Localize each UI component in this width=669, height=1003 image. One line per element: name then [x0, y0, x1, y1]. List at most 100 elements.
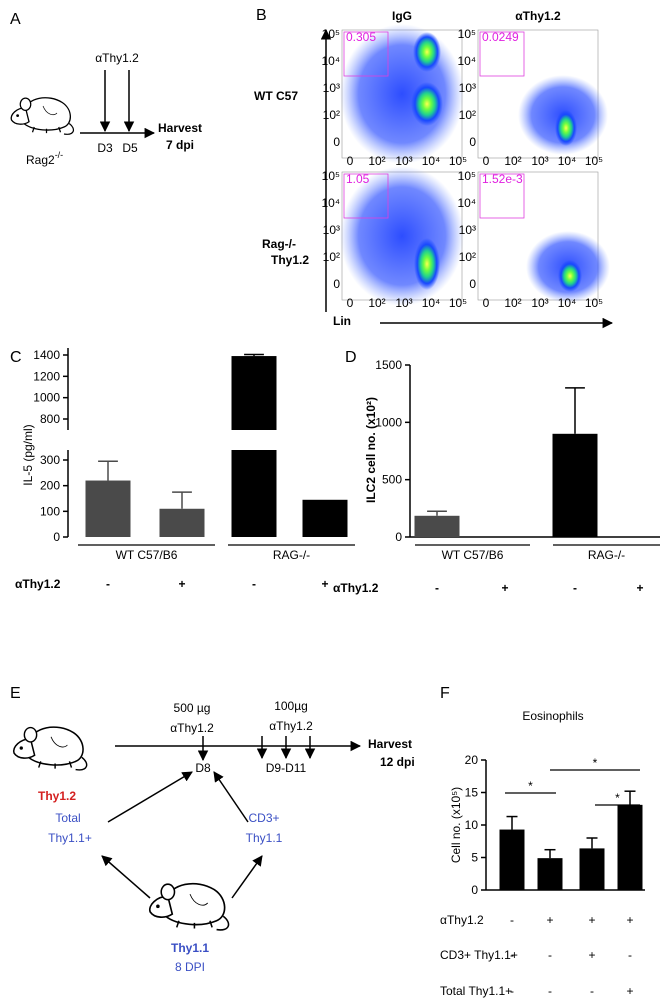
y-axis-label: IL-5 (pg/ml): [21, 424, 35, 485]
y-tick-label: 1000: [375, 415, 402, 429]
x-tick-label: 10³: [531, 296, 548, 310]
day-label: D8: [195, 761, 211, 775]
x-tick-label: 0: [347, 154, 354, 168]
bar: [579, 848, 605, 890]
condition-sign: -: [628, 948, 632, 962]
y-axis-label: Thy1.2: [271, 253, 309, 267]
y-tick-label: 10³: [323, 81, 340, 95]
y-tick-label: 500: [382, 473, 402, 487]
x-axis-label: Lin: [333, 314, 351, 328]
donor-label: Thy1.1: [171, 941, 209, 955]
y-tick-label: 5: [471, 851, 478, 865]
day-label: D5: [122, 141, 138, 155]
transfer-arrow: [107, 771, 193, 823]
condition-sign: -: [510, 984, 514, 998]
chart-title: Eosinophils: [522, 709, 583, 723]
condition-label: αThy1.2: [15, 577, 61, 591]
condition-label: αThy1.2: [333, 581, 379, 595]
x-tick-label: 10⁵: [585, 296, 603, 310]
y-tick-label: 10⁴: [321, 54, 340, 68]
mouse-icon: [148, 882, 230, 931]
column-label: αThy1.2: [515, 9, 561, 23]
significance-label: *: [528, 779, 533, 793]
day-label: D9-D11: [266, 761, 307, 775]
transfer-label: Thy1.1: [246, 831, 283, 845]
condition-sign: -: [435, 581, 439, 595]
condition-sign: +: [588, 948, 595, 962]
group-label: WT C57/B6: [442, 548, 504, 562]
y-tick-label: 10⁵: [458, 27, 476, 41]
condition-sign: -: [252, 577, 256, 591]
x-tick-label: 0: [347, 296, 354, 310]
treatment-label: αThy1.2: [95, 51, 139, 65]
condition-sign: +: [636, 581, 643, 595]
x-tick-label: 10³: [395, 154, 412, 168]
panel-label: C: [10, 349, 22, 366]
gate: [343, 173, 389, 219]
condition-sign: +: [321, 577, 328, 591]
bar: [302, 499, 348, 537]
transfer-label: Thy1.1+: [48, 831, 92, 845]
density-peak: [413, 32, 441, 72]
y-tick-label: 300: [40, 453, 60, 467]
flow-plot: 1.52e-3 00 10² 10² 10³ 10³ 10⁴ 10⁴ 10⁵ 10⁵: [457, 169, 610, 310]
y-tick-label: 200: [40, 479, 60, 493]
y-tick-label: 0: [333, 135, 340, 149]
x-tick-label: 10³: [395, 296, 412, 310]
row-label: WT C57: [254, 89, 298, 103]
y-tick-label: 15: [465, 786, 479, 800]
y-tick-label: 10: [465, 818, 479, 832]
y-tick-label: 20: [465, 753, 479, 767]
axis-break: [230, 430, 278, 450]
dose-label: αThy1.2: [170, 721, 214, 735]
condition-label: CD3+ Thy1.1+: [440, 948, 518, 962]
day-label: D3: [97, 141, 113, 155]
condition-label: αThy1.2: [440, 913, 484, 927]
x-tick-label: 10⁵: [449, 154, 467, 168]
column-label: IgG: [392, 9, 412, 23]
condition-sign: +: [588, 913, 595, 927]
y-tick-label: 800: [40, 412, 60, 426]
x-tick-label: 10⁴: [422, 154, 441, 168]
bar: [414, 515, 460, 537]
panel-label: D: [345, 349, 357, 366]
y-tick-label: 0: [395, 530, 402, 544]
y-tick-label: 10⁴: [321, 196, 340, 210]
y-tick-label: 10³: [459, 223, 476, 237]
row-label: Rag-/-: [262, 237, 296, 251]
transfer-label: CD3+: [248, 811, 279, 825]
y-tick-label: 10²: [323, 108, 340, 122]
transfer-label: Total: [55, 811, 80, 825]
gate: [479, 31, 525, 77]
bar: [617, 804, 643, 890]
density-peak: [411, 82, 443, 126]
y-tick-label: 0: [471, 883, 478, 897]
strain-label: Rag2-/-: [26, 150, 63, 167]
y-tick-label: 100: [40, 504, 60, 518]
condition-sign: -: [590, 984, 594, 998]
y-tick-label: 0: [333, 277, 340, 291]
harvest-label: Harvest: [158, 121, 202, 135]
y-tick-label: 10²: [323, 250, 340, 264]
gate: [479, 173, 525, 219]
y-tick-label: 0: [469, 277, 476, 291]
gate-value: 0.0249: [482, 30, 519, 44]
mouse-icon: [10, 97, 75, 135]
y-tick-label: 1400: [33, 348, 60, 362]
bar: [552, 433, 598, 537]
condition-sign: +: [501, 581, 508, 595]
y-tick-label: 0: [469, 135, 476, 149]
recipient-label: Thy1.2: [38, 789, 76, 803]
bar: [499, 829, 525, 890]
x-tick-label: 10⁴: [422, 296, 441, 310]
condition-sign: -: [106, 577, 110, 591]
harvest-label: Harvest: [368, 737, 412, 751]
y-tick-label: 10⁴: [457, 54, 476, 68]
density-haze: [340, 24, 464, 164]
x-tick-label: 10⁵: [449, 296, 467, 310]
condition-sign: -: [510, 913, 514, 927]
condition-sign: -: [548, 984, 552, 998]
gate-value: 1.05: [346, 172, 370, 186]
transfer-arrow: [231, 855, 263, 899]
panel-label: E: [10, 685, 21, 702]
